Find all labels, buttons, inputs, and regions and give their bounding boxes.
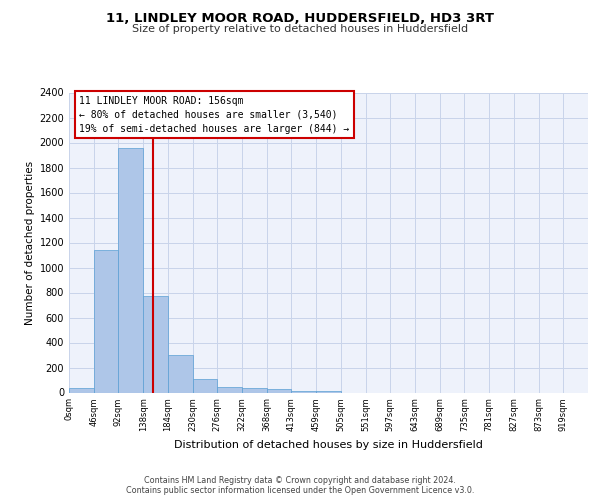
X-axis label: Distribution of detached houses by size in Huddersfield: Distribution of detached houses by size … — [174, 440, 483, 450]
Y-axis label: Number of detached properties: Number of detached properties — [25, 160, 35, 324]
Text: 11 LINDLEY MOOR ROAD: 156sqm
← 80% of detached houses are smaller (3,540)
19% of: 11 LINDLEY MOOR ROAD: 156sqm ← 80% of de… — [79, 96, 350, 134]
Bar — [69, 388, 94, 392]
Bar — [118, 148, 143, 392]
Bar — [267, 390, 292, 392]
Bar — [193, 380, 217, 392]
Bar — [168, 355, 193, 393]
Text: Size of property relative to detached houses in Huddersfield: Size of property relative to detached ho… — [132, 24, 468, 34]
Text: Contains public sector information licensed under the Open Government Licence v3: Contains public sector information licen… — [126, 486, 474, 495]
Bar — [316, 390, 341, 392]
Bar — [217, 387, 242, 392]
Bar — [292, 390, 316, 392]
Bar — [94, 250, 118, 392]
Bar — [242, 388, 267, 392]
Text: 11, LINDLEY MOOR ROAD, HUDDERSFIELD, HD3 3RT: 11, LINDLEY MOOR ROAD, HUDDERSFIELD, HD3… — [106, 12, 494, 26]
Text: Contains HM Land Registry data © Crown copyright and database right 2024.: Contains HM Land Registry data © Crown c… — [144, 476, 456, 485]
Bar — [143, 296, 168, 392]
